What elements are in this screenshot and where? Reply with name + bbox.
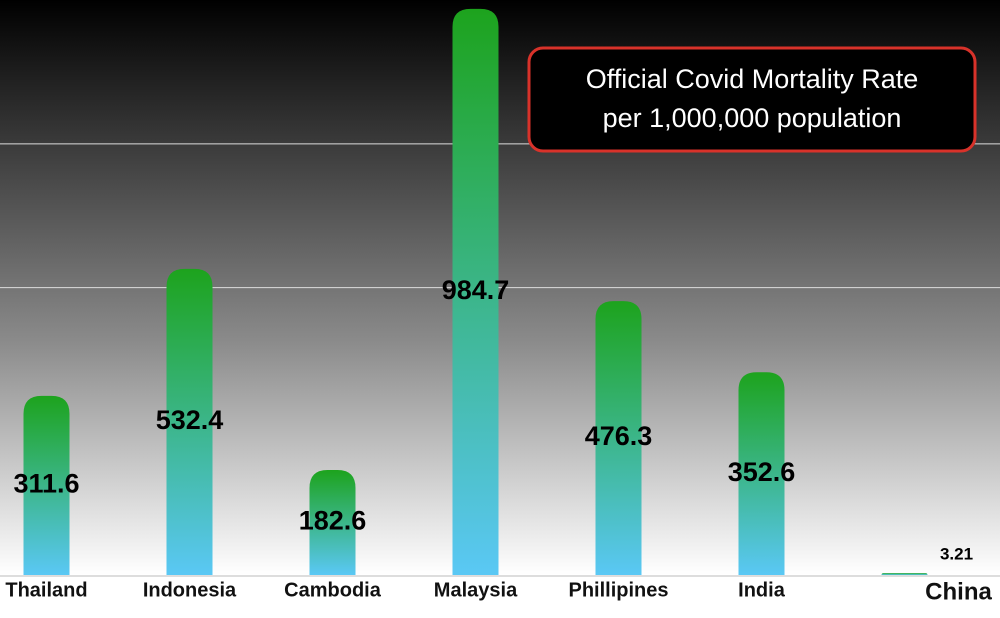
bar: [595, 301, 642, 575]
value-label: 984.7: [442, 275, 510, 305]
x-tick-label: Malaysia: [434, 579, 518, 601]
x-tick-label: India: [738, 579, 786, 601]
bar: [23, 395, 70, 575]
x-tick-label: Thailand: [5, 579, 87, 601]
value-label: 311.6: [13, 469, 79, 499]
title-box: [527, 46, 977, 153]
bar: [452, 8, 499, 576]
value-label: 352.6: [728, 457, 796, 487]
value-label: 476.3: [585, 421, 653, 451]
plot: Thailand 311.6 Indonesia 532.4 Cambodia 182.6…: [0, 8, 1000, 605]
bar: [881, 573, 928, 575]
x-tick-label: China: [925, 578, 992, 605]
value-label: 182.6: [299, 506, 367, 536]
bar: [309, 470, 356, 575]
axis-area: [0, 578, 1000, 618]
chart-subtitle: per 1,000,000 population: [603, 103, 902, 133]
bar: [166, 268, 213, 575]
value-label: 532.4: [156, 405, 224, 435]
x-tick-label: Phillipines: [568, 579, 668, 601]
x-tick-label: Cambodia: [284, 579, 382, 601]
bar: [738, 372, 785, 575]
value-label: 3.21: [940, 545, 973, 564]
chart-title: Official Covid Mortality Rate: [586, 64, 919, 94]
x-tick-label: Indonesia: [143, 579, 237, 601]
